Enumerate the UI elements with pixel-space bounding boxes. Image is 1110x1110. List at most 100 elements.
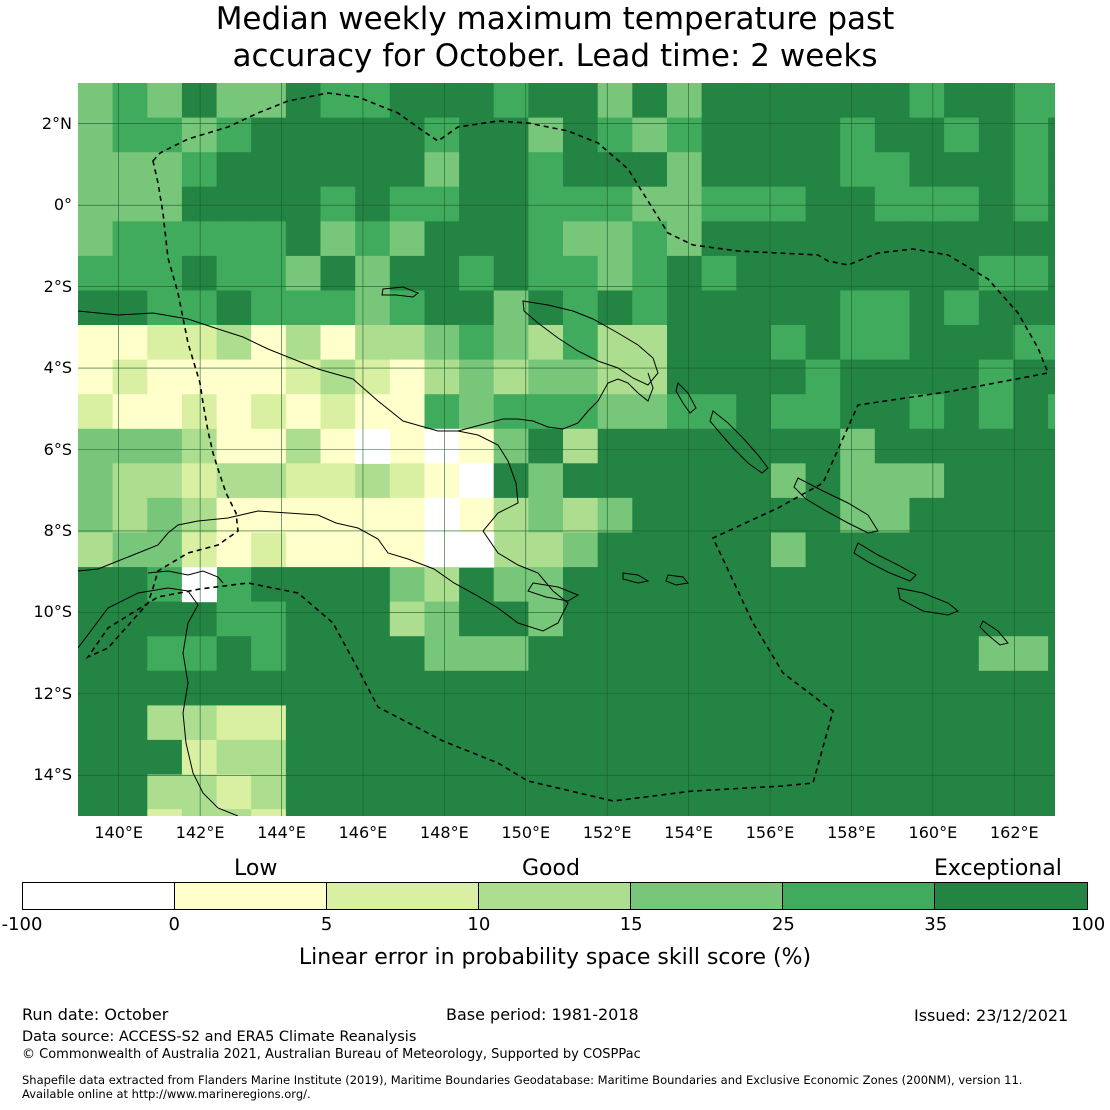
skill-cell <box>978 83 1014 119</box>
skill-cell <box>1013 809 1049 816</box>
skill-cell <box>216 117 252 153</box>
skill-cell <box>424 221 460 257</box>
skill-cell <box>181 739 217 775</box>
y-tick-label: 8°S <box>43 520 72 540</box>
skill-cell <box>216 428 252 464</box>
skill-cell <box>563 774 599 810</box>
skill-cell <box>701 359 737 395</box>
skill-cell <box>147 83 183 119</box>
skill-cell <box>944 221 980 257</box>
skill-cell <box>320 152 356 188</box>
skill-cell <box>736 567 772 603</box>
category-low: Low <box>234 856 278 881</box>
skill-cell <box>424 739 460 775</box>
skill-cell <box>493 636 529 672</box>
skill-cell <box>978 739 1014 775</box>
skill-cell <box>493 532 529 568</box>
skill-cell <box>528 186 564 222</box>
skill-cell <box>1048 186 1055 222</box>
skill-cell <box>459 705 495 741</box>
skill-cell <box>1048 221 1055 257</box>
skill-cell <box>840 705 876 741</box>
skill-cell <box>874 705 910 741</box>
skill-cell <box>459 636 495 672</box>
skill-cell <box>805 567 841 603</box>
skill-cell <box>805 325 841 361</box>
skill-cell <box>147 774 183 810</box>
skill-cell <box>493 152 529 188</box>
y-tick-label: 12°S <box>33 683 72 703</box>
skill-cell <box>355 497 391 533</box>
skill-cell <box>528 774 564 810</box>
skill-cell <box>770 739 806 775</box>
skill-cell <box>770 255 806 291</box>
skill-cell <box>1013 463 1049 499</box>
skill-cell <box>840 636 876 672</box>
skill-cell <box>805 290 841 326</box>
skill-cell <box>424 705 460 741</box>
coast-australia-cape-york <box>78 587 239 816</box>
skill-cell <box>909 739 945 775</box>
skill-cell <box>1013 325 1049 361</box>
skill-cell <box>112 636 148 672</box>
skill-cell <box>528 394 564 430</box>
skill-cell <box>701 117 737 153</box>
skill-cell <box>285 325 321 361</box>
skill-cell <box>251 601 287 637</box>
skill-cell <box>285 705 321 741</box>
skill-cell <box>251 809 287 816</box>
skill-map <box>78 83 1055 816</box>
skill-cell <box>632 705 668 741</box>
skill-cell <box>597 601 633 637</box>
colorbar <box>22 882 1088 910</box>
skill-cell <box>251 325 287 361</box>
skill-cell <box>597 463 633 499</box>
x-tick-label: 162°E <box>989 823 1039 842</box>
skill-cell <box>112 774 148 810</box>
skill-cell <box>147 601 183 637</box>
skill-cell <box>563 117 599 153</box>
skill-cell <box>874 809 910 816</box>
skill-cell <box>1048 670 1055 706</box>
skill-cell <box>978 221 1014 257</box>
skill-cell <box>459 394 495 430</box>
skill-cell <box>874 739 910 775</box>
skill-cell <box>736 359 772 395</box>
skill-cell <box>770 221 806 257</box>
skill-cell <box>320 809 356 816</box>
skill-cell <box>1013 532 1049 568</box>
skill-cell <box>285 255 321 291</box>
skill-cell <box>944 774 980 810</box>
skill-cell <box>1048 117 1055 153</box>
skill-cell <box>251 739 287 775</box>
y-tick-label: 4°S <box>43 358 72 378</box>
copyright: © Commonwealth of Australia 2021, Austra… <box>22 1047 641 1062</box>
skill-cell <box>770 567 806 603</box>
skill-cell <box>389 463 425 499</box>
skill-cell <box>944 809 980 816</box>
skill-cell <box>701 601 737 637</box>
skill-cell <box>320 221 356 257</box>
skill-cell <box>112 83 148 119</box>
skill-cell <box>424 774 460 810</box>
skill-cell <box>978 705 1014 741</box>
skill-cell <box>667 152 703 188</box>
skill-cell <box>736 428 772 464</box>
skill-cell <box>147 394 183 430</box>
skill-cell <box>1013 497 1049 533</box>
skill-cell <box>78 359 114 395</box>
colorbar-segment <box>23 883 175 909</box>
skill-cell <box>320 290 356 326</box>
skill-cell <box>944 532 980 568</box>
y-tick-label: 0° <box>53 195 72 215</box>
skill-cell <box>528 117 564 153</box>
skill-cell <box>216 497 252 533</box>
skill-cell <box>909 290 945 326</box>
skill-cell <box>112 325 148 361</box>
skill-cell <box>320 739 356 775</box>
coast-rossel <box>665 574 689 586</box>
skill-cell <box>528 428 564 464</box>
skill-cell <box>701 255 737 291</box>
skill-cell <box>840 83 876 119</box>
skill-cell <box>78 567 114 603</box>
